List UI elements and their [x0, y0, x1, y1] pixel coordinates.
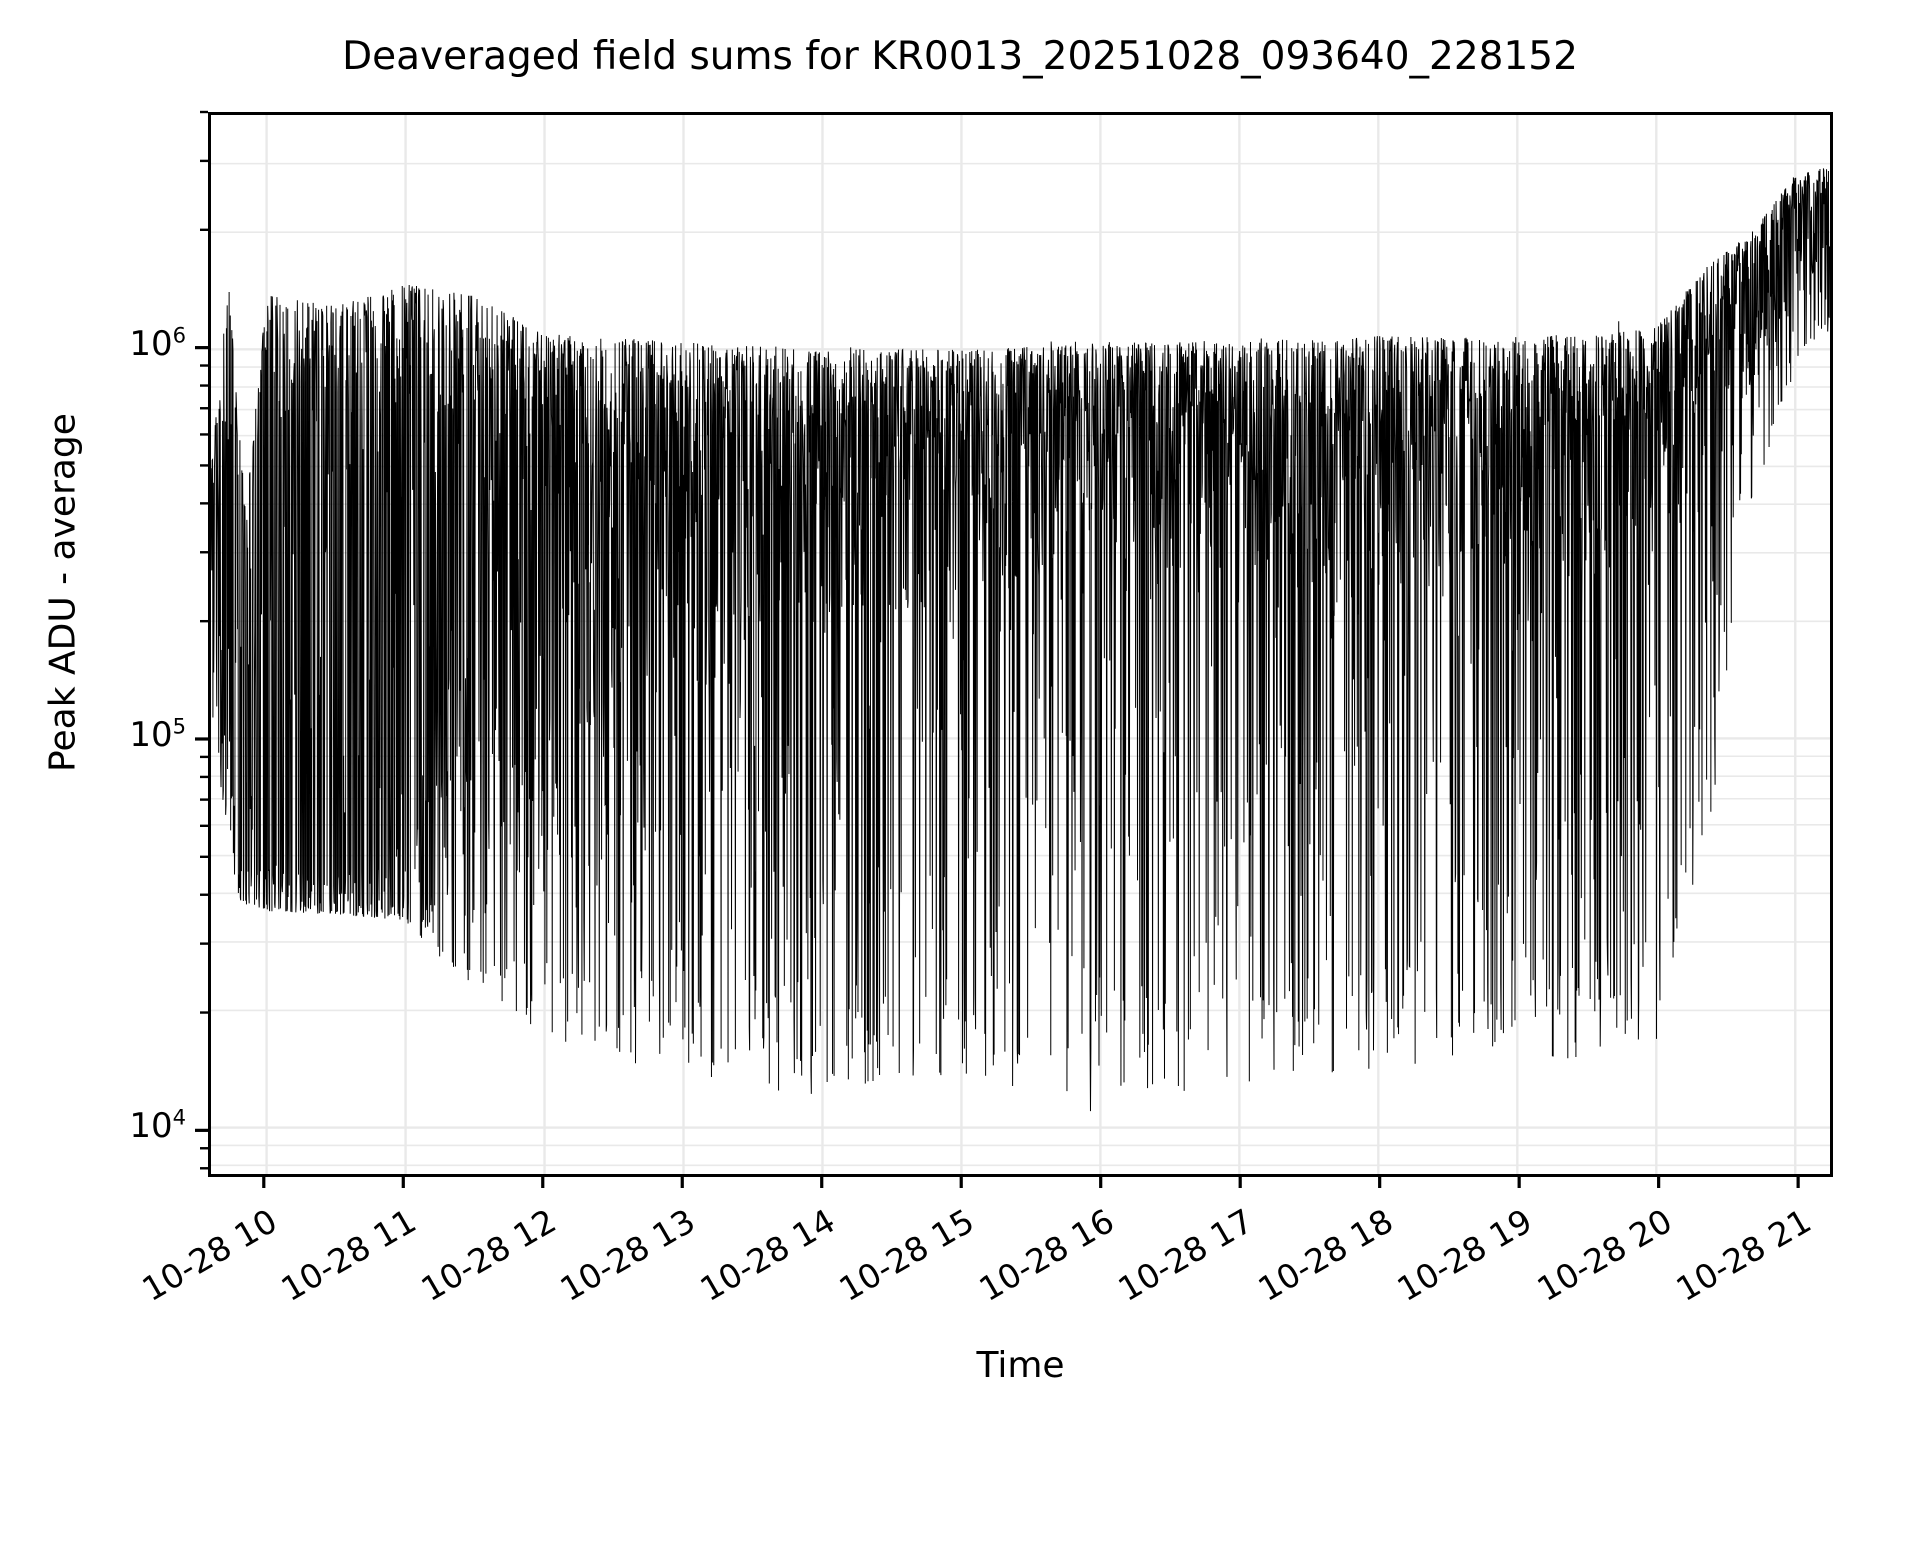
- y-tick-exponent: 4: [172, 1105, 186, 1131]
- plot-area: [208, 112, 1833, 1177]
- y-tick-exponent: 6: [172, 322, 186, 348]
- y-tick-mantissa: 10: [129, 1106, 173, 1147]
- y-tick-label: 106: [0, 324, 186, 364]
- y-tick-mantissa: 10: [129, 714, 173, 755]
- x-axis-label: Time: [976, 1345, 1065, 1386]
- y-tick-label: 105: [0, 715, 186, 755]
- matplotlib-figure: Deaveraged field sums for KR0013_2025102…: [0, 34, 1833, 1386]
- page-title: Deaveraged field sums for KR0013_2025102…: [342, 34, 1578, 79]
- y-tick-label: 104: [0, 1106, 186, 1146]
- data-series-line: [211, 168, 1830, 1112]
- y-tick-exponent: 5: [172, 713, 186, 739]
- y-tick-mantissa: 10: [129, 323, 173, 364]
